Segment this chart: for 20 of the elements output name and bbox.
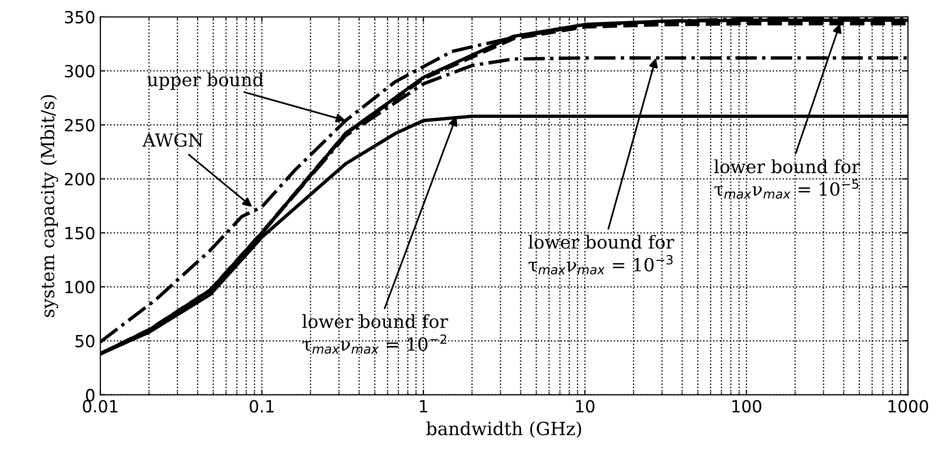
- y-tick-label: 150: [66, 226, 94, 240]
- y-tick-label: 100: [66, 280, 94, 294]
- y-tick-label: 300: [64, 64, 94, 78]
- x-axis-title: bandwidth (GHz): [426, 421, 582, 438]
- annotation: lower bound for τ$_{max}$ν$_{max}$ = 10$^{−5}$: [714, 159, 860, 199]
- x-tick-label: 0.1: [250, 400, 274, 413]
- y-tick-label: 50: [76, 334, 94, 348]
- y-tick-label: 0: [86, 388, 94, 402]
- y-axis-title: system capacity (Mbit/s): [40, 95, 58, 318]
- y-tick-label: 200: [64, 172, 94, 186]
- annotation: upper bound: [147, 72, 264, 90]
- x-tick-label: 10: [576, 400, 594, 413]
- annotation: lower bound for τ$_{max}$ν$_{max}$ = 10$^{−3}$: [528, 234, 674, 274]
- annotation: AWGN: [142, 133, 203, 147]
- y-tick-label: 250: [64, 118, 94, 132]
- x-tick-label: 1000: [888, 400, 928, 413]
- x-tick-label: 0.01: [82, 400, 118, 413]
- x-tick-label: 1: [420, 400, 428, 412]
- y-tick-label: 350: [64, 10, 94, 24]
- x-tick-label: 100: [732, 400, 762, 413]
